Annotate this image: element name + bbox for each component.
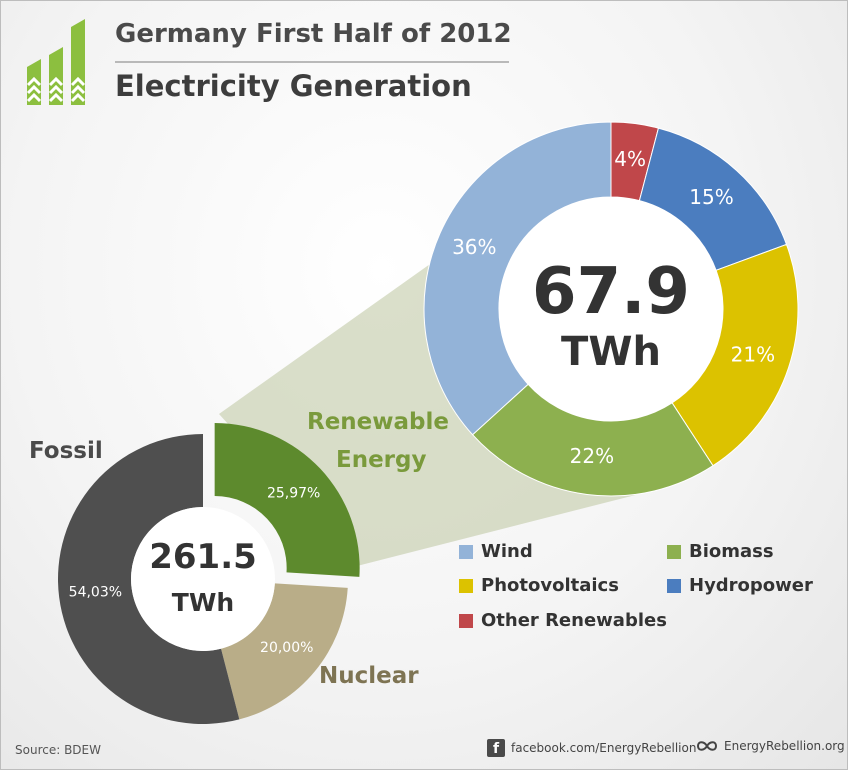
total-center-unit: TWh (172, 588, 234, 617)
photovoltaics-percent-label: 21% (731, 343, 775, 367)
nuclear-category-label: Nuclear (319, 663, 419, 689)
other-renewables-percent-label: 4% (614, 147, 646, 171)
hydropower-percent-label: 15% (689, 185, 733, 209)
legend-swatch (459, 578, 473, 593)
renewable-category-label-line2: Energy (336, 447, 426, 473)
energy-rebellion-logo (26, 19, 86, 105)
renewable-category-label-line1: Renewable (307, 409, 449, 435)
website-link-text: EnergyRebellion.org (724, 739, 845, 753)
legend-swatch (459, 544, 473, 559)
renewable-center-unit: TWh (561, 329, 661, 375)
wind-percent-label: 36% (452, 235, 496, 259)
title-divider (115, 61, 509, 63)
nuclear-slice (221, 583, 348, 720)
legend-label: Other Renewables (481, 610, 667, 631)
legend-item-other-renewables: Other Renewables (459, 610, 667, 631)
renewable-energy-slice (214, 423, 360, 577)
renewable-energy-percent-label: 25,97% (267, 486, 320, 502)
legend-label: Photovoltaics (481, 575, 619, 596)
total-generation-donut: 25,97% 20,00% 54,03% (58, 423, 360, 724)
chart-title: Germany First Half of 2012 (115, 19, 512, 49)
infinity-icon (696, 741, 718, 751)
total-center-value: 261.5 (149, 537, 257, 577)
legend-item-biomass: Biomass (667, 541, 774, 562)
legend-label: Wind (481, 541, 533, 562)
chart-subtitle: Electricity Generation (115, 69, 472, 103)
website-link[interactable]: EnergyRebellion.org (694, 739, 845, 753)
biomass-slice (471, 383, 714, 497)
biomass-percent-label: 22% (570, 444, 614, 468)
legend-item-wind: Wind (459, 541, 533, 562)
legend-label: Hydropower (689, 575, 813, 596)
nuclear-percent-label: 20,00% (260, 640, 313, 656)
renewable-center-value: 67.9 (532, 255, 690, 329)
main-donut-hole (131, 507, 275, 651)
facebook-link-text: facebook.com/EnergyRebellion (511, 741, 697, 755)
fossil-percent-label: 54,03% (69, 585, 122, 601)
fossil-slice (58, 434, 240, 724)
legend-item-hydropower: Hydropower (667, 575, 813, 596)
legend-swatch (667, 544, 681, 559)
source-note: Source: BDEW (15, 743, 101, 757)
facebook-link[interactable]: f facebook.com/EnergyRebellion (487, 739, 696, 757)
legend-item-photovoltaics: Photovoltaics (459, 575, 619, 596)
renew-donut-hole (499, 197, 723, 421)
fossil-category-label: Fossil (29, 438, 103, 464)
legend-swatch (667, 578, 681, 593)
facebook-icon: f (487, 739, 505, 757)
legend-swatch (459, 613, 473, 628)
legend-label: Biomass (689, 541, 774, 562)
renewable-breakdown-donut: 4% 15% 21% 22% 36% (423, 121, 799, 497)
